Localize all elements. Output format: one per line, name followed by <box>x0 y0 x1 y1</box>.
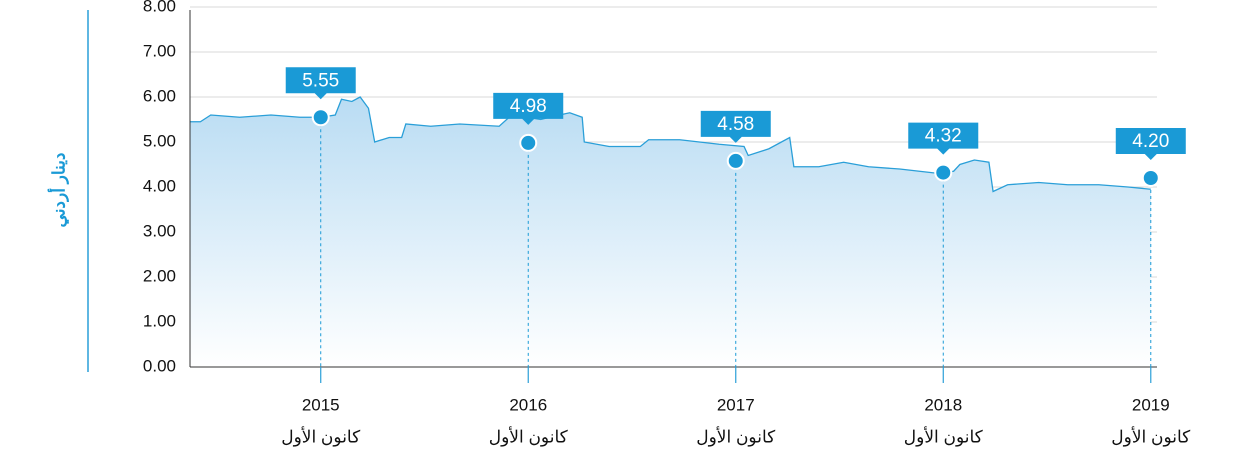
callout <box>700 110 771 143</box>
value-label: 5.55 <box>302 70 339 91</box>
value-label: 4.98 <box>510 96 547 117</box>
y-tick-label: 8.00 <box>143 0 176 15</box>
x-tick-label: 2016 <box>509 395 547 414</box>
y-tick-label: 2.00 <box>143 266 176 285</box>
y-tick-label: 1.00 <box>143 311 176 330</box>
value-label: 4.32 <box>925 126 962 147</box>
y-tick-label: 3.00 <box>143 221 176 240</box>
x-tick-sublabel: كانون الأول <box>281 426 361 447</box>
callout <box>493 92 564 125</box>
y-tick-label: 4.00 <box>143 176 176 195</box>
point <box>934 163 953 182</box>
x-tick-sublabel: كانون الأول <box>904 426 984 447</box>
callout <box>285 67 356 100</box>
x-tick-label: 2019 <box>1132 395 1170 414</box>
value-label: 4.20 <box>1132 131 1169 152</box>
y-axis-label: دينار أردني <box>46 153 69 228</box>
value-label: 4.58 <box>717 114 754 135</box>
point <box>519 133 538 152</box>
callout <box>1115 128 1186 160</box>
callout <box>908 122 979 155</box>
y-tick-label: 6.00 <box>143 86 176 105</box>
y-tick-label: 7.00 <box>143 41 176 60</box>
line <box>190 96 1151 193</box>
x-tick-label: 2015 <box>302 395 340 414</box>
y-tick-label: 5.00 <box>143 131 176 150</box>
x-tick-label: 2017 <box>717 395 755 414</box>
point <box>1141 169 1160 187</box>
point <box>726 151 745 170</box>
x-tick-sublabel: كانون الأول <box>489 426 569 447</box>
area <box>190 97 1151 367</box>
x-tick-sublabel: كانون الأول <box>1111 426 1191 447</box>
x-tick-label: 2018 <box>924 395 962 414</box>
x-tick-sublabel: كانون الأول <box>696 426 776 447</box>
y-tick-label: 0.00 <box>143 356 176 375</box>
point <box>311 108 330 127</box>
